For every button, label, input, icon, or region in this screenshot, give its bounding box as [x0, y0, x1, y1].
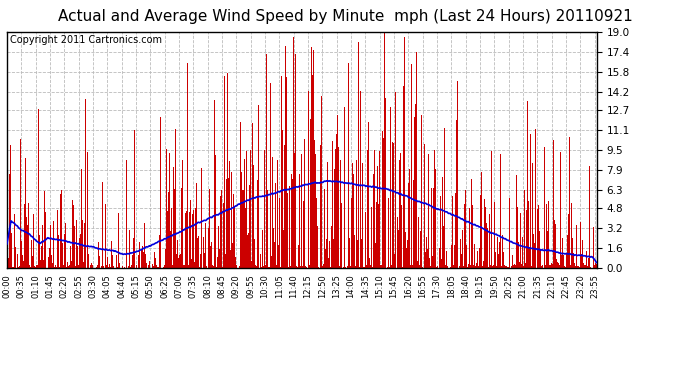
Text: Actual and Average Wind Speed by Minute  mph (Last 24 Hours) 20110921: Actual and Average Wind Speed by Minute …: [58, 9, 632, 24]
Text: Copyright 2011 Cartronics.com: Copyright 2011 Cartronics.com: [10, 35, 162, 45]
